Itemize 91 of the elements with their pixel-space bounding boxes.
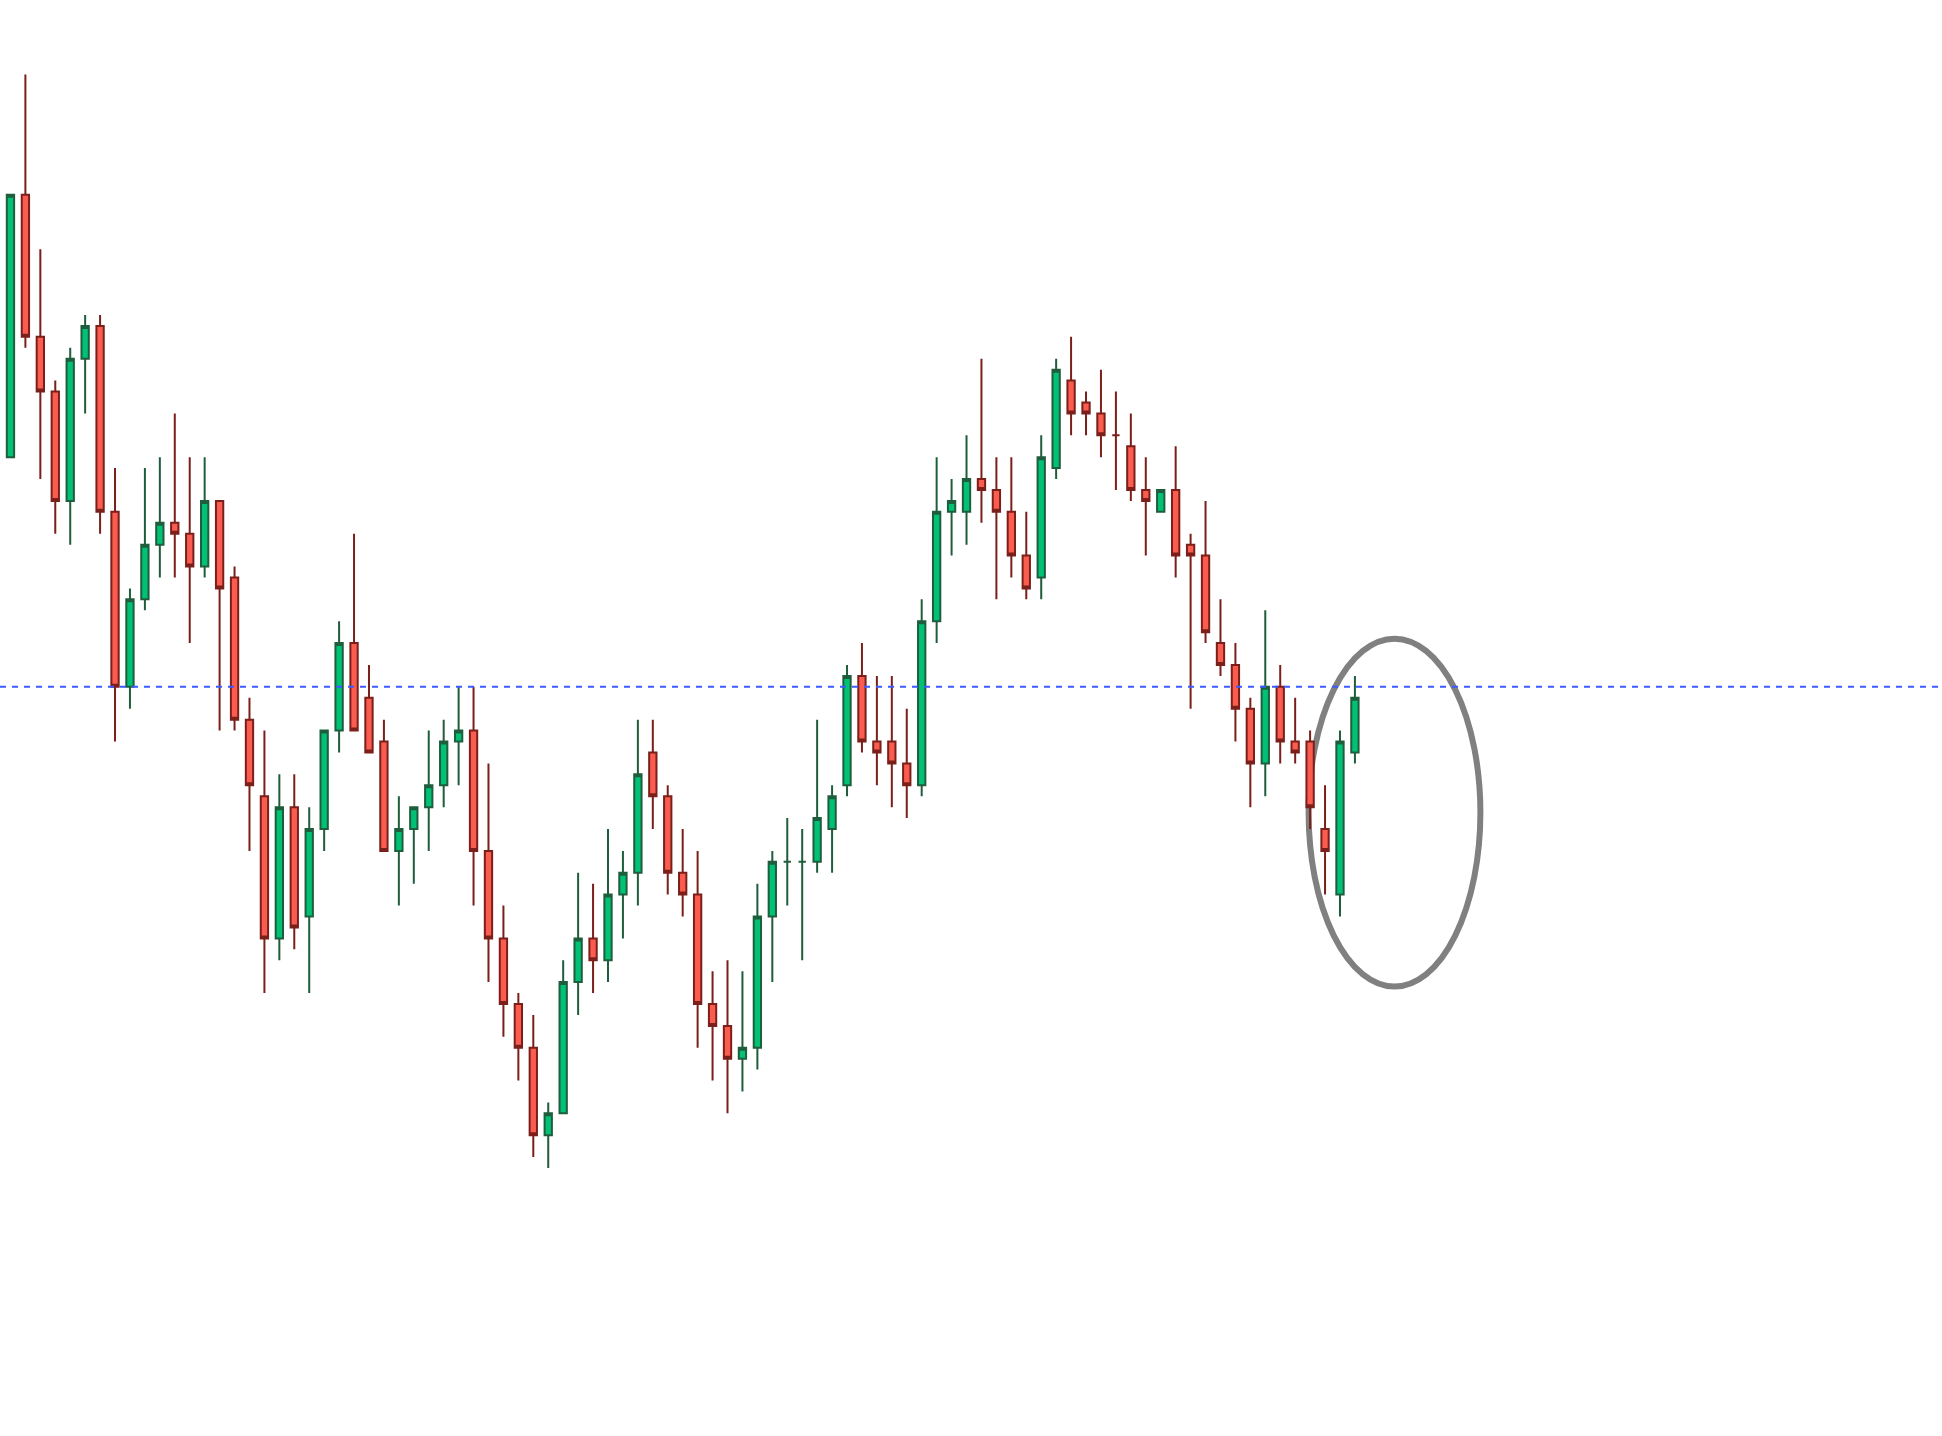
candlestick (259, 729, 270, 995)
candlestick (20, 73, 31, 349)
candlestick (692, 849, 703, 1049)
candlestick (558, 959, 568, 1115)
candlestick (483, 762, 494, 984)
candlestick (663, 784, 673, 896)
candlestick (185, 456, 195, 645)
candlestick (229, 565, 240, 732)
candlestick (946, 478, 957, 557)
candlestick (1006, 456, 1016, 579)
candlestick (917, 598, 927, 798)
candlestick (618, 849, 628, 940)
candlestick (1036, 434, 1046, 601)
candlestick (1305, 729, 1315, 830)
candlestick (274, 773, 284, 962)
candlestick (364, 663, 374, 754)
candlestick (439, 718, 449, 809)
candlestick (678, 828, 688, 918)
candlestick (349, 532, 359, 732)
candlestick (1066, 335, 1076, 437)
candlestick (5, 193, 16, 459)
candlestick (752, 882, 763, 1071)
candlestick (468, 685, 479, 907)
candlestick (961, 434, 972, 546)
candlestick (782, 817, 792, 907)
candlestick (797, 828, 807, 962)
candlestick (1335, 729, 1345, 918)
candlestick (65, 346, 75, 546)
candlestick (1245, 696, 1255, 809)
candlestick (812, 718, 822, 874)
candlestick (244, 696, 255, 852)
candlestick (214, 499, 225, 732)
candlestick (80, 313, 90, 415)
candlestick (991, 456, 1002, 601)
candlestick (1111, 390, 1121, 491)
candlestick (1350, 674, 1360, 765)
candlestick (603, 828, 613, 984)
candlestick (1200, 499, 1211, 645)
candlestick (334, 620, 344, 754)
candlestick (1126, 412, 1136, 502)
candlestick (1230, 642, 1241, 743)
candlestick (394, 795, 404, 907)
candlestick (737, 970, 748, 1093)
candlestick (289, 773, 299, 951)
candlestick (1215, 598, 1226, 677)
candlestick (498, 904, 509, 1038)
candlestick (588, 882, 598, 995)
candlestick (931, 456, 942, 645)
candlestick (1185, 532, 1196, 710)
candlestick (842, 663, 852, 798)
candlestick (1051, 357, 1061, 481)
candlestick (170, 412, 180, 579)
candlestick (409, 806, 419, 885)
candlestick (1275, 663, 1285, 765)
candlestick (722, 959, 733, 1115)
candlestick (1320, 784, 1330, 896)
candlestick (707, 970, 718, 1082)
candlestick (453, 685, 464, 787)
candlestick (1081, 390, 1091, 437)
candlestick (528, 1013, 538, 1159)
candlestick (125, 587, 135, 710)
candlestick (319, 729, 329, 852)
candlestick (95, 313, 105, 535)
candlestick (1021, 510, 1031, 601)
candlestick (872, 674, 882, 787)
candlestick (1171, 445, 1181, 579)
candlestick (200, 456, 210, 579)
candlestick (976, 357, 987, 524)
candlestick (513, 992, 524, 1082)
candlestick (1156, 488, 1166, 513)
candlestick (424, 729, 434, 852)
candlestick (35, 248, 45, 481)
candlestick (633, 718, 643, 907)
candlestick (1290, 696, 1300, 765)
candlestick (857, 642, 867, 754)
candlestick (767, 849, 777, 984)
candlestick (1141, 456, 1151, 557)
candlestick (648, 718, 658, 830)
candlestick (1260, 609, 1270, 798)
candlestick (902, 707, 912, 820)
candlestick (887, 674, 897, 809)
candlestick (140, 467, 150, 612)
candlestick (110, 467, 120, 743)
candlestick (50, 379, 60, 535)
candlestick (1096, 368, 1106, 459)
candlestick (573, 871, 583, 1016)
candlestick (379, 718, 389, 852)
candlestick (827, 784, 837, 874)
candlestick (304, 806, 314, 995)
candlestick (155, 456, 165, 579)
candlestick (543, 1101, 553, 1170)
